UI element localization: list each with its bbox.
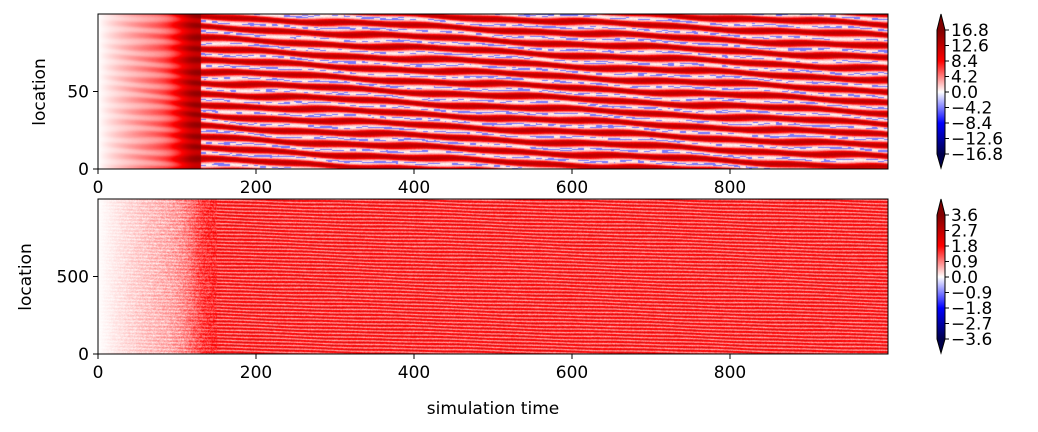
colorbar-tick-label: 3.6 (951, 206, 978, 226)
top-colorbar-gradient (937, 30, 945, 154)
top-x-axis: 0 200 400 600 800 (93, 169, 746, 198)
x-tick-label: 800 (714, 178, 746, 198)
x-tick-label: 800 (714, 363, 746, 383)
x-tick-label: 400 (398, 178, 430, 198)
y-tick-label: 0 (78, 345, 89, 365)
colorbar-tick-label: −2.7 (951, 315, 992, 335)
colorbar-tick-label: −12.6 (951, 130, 1003, 150)
bottom-x-axis: 0 200 400 600 800 (93, 354, 746, 383)
colorbar-tick-label: −16.8 (951, 145, 1003, 165)
colorbar-tick-label: 2.7 (951, 222, 978, 242)
top-panel: 0 200 400 600 800 0 50 location (30, 13, 889, 198)
colorbar-tick-label: 4.2 (951, 68, 978, 88)
colorbar-tick-label: −1.8 (951, 299, 992, 319)
colorbar-tick-label: −4.2 (951, 99, 992, 119)
x-tick-label: 0 (93, 178, 104, 198)
bottom-x-axis-label: simulation time (427, 399, 559, 419)
bottom-colorbar: 3.62.71.80.90.0−0.9−1.8−2.7−3.6 (936, 198, 992, 355)
colorbar-tick-label: 12.6 (951, 37, 989, 57)
colorbar-tick-label: 1.8 (951, 237, 978, 257)
colorbar-tick-label: 16.8 (951, 21, 989, 41)
x-tick-label: 200 (240, 363, 272, 383)
y-tick-label: 500 (57, 268, 89, 288)
top-y-axis: 0 50 (67, 83, 98, 180)
colorbar-tick-label: −0.9 (951, 284, 992, 304)
x-tick-label: 600 (556, 363, 588, 383)
bottom-colorbar-lower-extension (937, 339, 945, 353)
bottom-panel: 0 200 400 600 800 0 500 location simulation t… (16, 198, 889, 419)
colorbar-tick-label: 0.0 (951, 83, 978, 103)
bottom-y-axis: 0 500 (57, 268, 98, 365)
top-colorbar: 16.812.68.44.20.0−4.2−8.4−12.6−16.8 (936, 13, 1003, 170)
bottom-y-axis-label: location (16, 243, 36, 310)
colorbar-tick-label: 8.4 (951, 52, 978, 72)
colorbar-tick-label: −3.6 (951, 330, 992, 350)
x-tick-label: 600 (556, 178, 588, 198)
x-tick-label: 200 (240, 178, 272, 198)
x-tick-label: 0 (93, 363, 104, 383)
y-tick-label: 50 (67, 83, 89, 103)
x-tick-label: 400 (398, 363, 430, 383)
bottom-colorbar-gradient (937, 215, 945, 339)
top-colorbar-ticks: 16.812.68.44.20.0−4.2−8.4−12.6−16.8 (945, 21, 1003, 165)
colorbar-tick-label: −8.4 (951, 114, 992, 134)
top-colorbar-lower-extension (937, 154, 945, 168)
top-heatmap (98, 14, 888, 169)
bottom-colorbar-upper-extension (937, 199, 945, 215)
colorbar-tick-label: 0.9 (951, 253, 978, 273)
top-colorbar-upper-extension (937, 14, 945, 30)
bottom-heatmap (98, 199, 888, 354)
y-tick-label: 0 (78, 160, 89, 180)
bottom-colorbar-ticks: 3.62.71.80.90.0−0.9−1.8−2.7−3.6 (945, 206, 992, 350)
top-y-axis-label: location (30, 58, 50, 125)
colorbar-tick-label: 0.0 (951, 268, 978, 288)
